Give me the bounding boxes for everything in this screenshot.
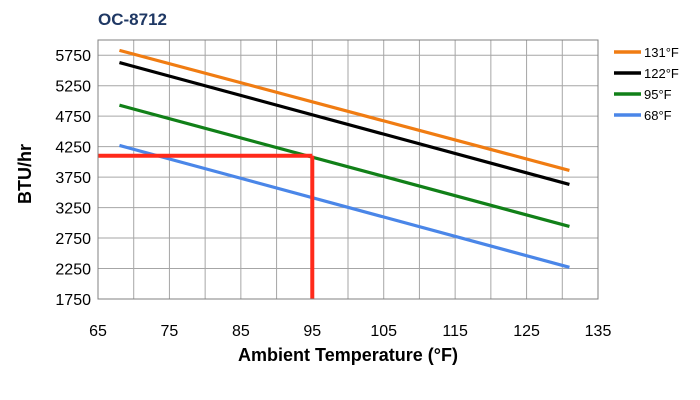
y-tick-label: 5750 bbox=[55, 48, 91, 65]
legend-label: 122°F bbox=[644, 66, 679, 81]
legend: 131°F 122°F 95°F 68°F bbox=[614, 45, 679, 123]
y-tick-label: 2750 bbox=[55, 231, 91, 248]
x-tick-label: 135 bbox=[585, 323, 612, 340]
y-tick-label: 4250 bbox=[55, 140, 91, 157]
legend-label: 68°F bbox=[644, 108, 672, 123]
y-tick-label: 3750 bbox=[55, 170, 91, 187]
annotation-layer bbox=[98, 153, 315, 299]
y-tick-label: 1750 bbox=[55, 292, 91, 309]
series-line bbox=[119, 103, 570, 229]
x-tick-layer: 65 75 85 95 105 115 125 135 bbox=[89, 323, 611, 340]
y-axis-label: BTU/hr bbox=[15, 144, 35, 204]
y-tick-label: 4750 bbox=[55, 109, 91, 126]
x-tick-label: 105 bbox=[370, 323, 397, 340]
x-axis-label: Ambient Temperature (°F) bbox=[238, 345, 458, 365]
x-tick-label: 115 bbox=[442, 323, 468, 340]
plot-frame bbox=[97, 39, 599, 300]
legend-label: 95°F bbox=[644, 87, 672, 102]
x-tick-label: 85 bbox=[232, 323, 250, 340]
y-tick-label: 3250 bbox=[55, 201, 91, 218]
y-tick-label: 5250 bbox=[55, 79, 91, 96]
chart-title: OC-8712 bbox=[98, 10, 167, 29]
series-layer bbox=[119, 48, 570, 269]
x-tick-label: 125 bbox=[513, 323, 540, 340]
series-line bbox=[119, 61, 570, 186]
y-tick-label: 2250 bbox=[55, 262, 91, 279]
x-tick-label: 75 bbox=[161, 323, 179, 340]
legend-label: 131°F bbox=[644, 45, 679, 60]
x-tick-label: 65 bbox=[89, 323, 107, 340]
y-tick-layer: 1750 2250 2750 3250 3750 4250 4750 5250 5750 bbox=[55, 48, 91, 309]
x-tick-label: 95 bbox=[303, 323, 321, 340]
series-line bbox=[119, 48, 570, 172]
series-line bbox=[119, 143, 570, 269]
